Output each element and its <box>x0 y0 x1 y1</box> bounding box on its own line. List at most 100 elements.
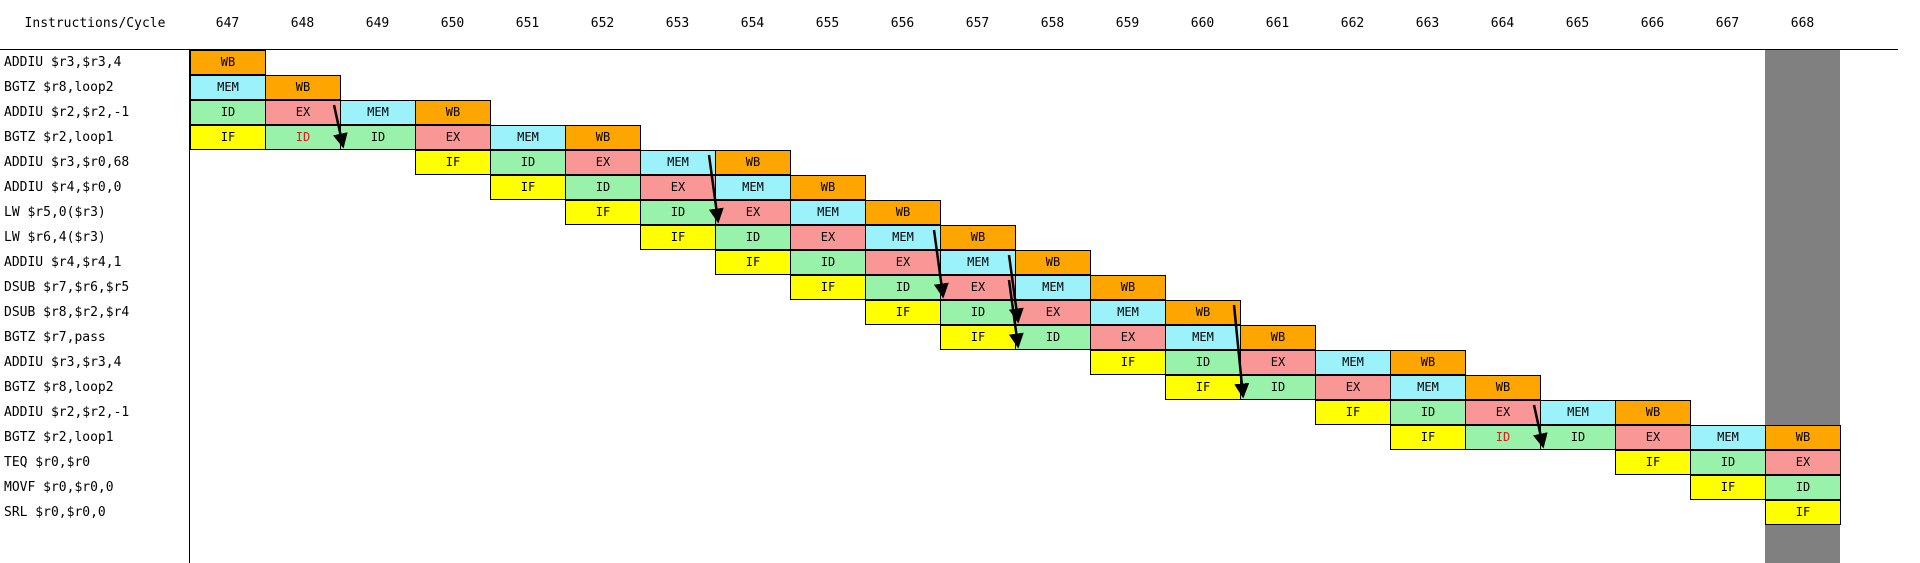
stage-cell-id: ID <box>1390 400 1466 425</box>
cycle-header: 656 <box>890 16 915 31</box>
stage-cell-if: IF <box>1315 400 1391 425</box>
stage-cell-if: IF <box>715 250 791 275</box>
stage-cell-mem: MEM <box>340 100 416 125</box>
cycle-header: 658 <box>1040 16 1065 31</box>
stage-cell-ex: EX <box>940 275 1016 300</box>
instruction-label: BGTZ $r7,pass <box>4 330 106 345</box>
stage-cell-ex: EX <box>1615 425 1691 450</box>
stage-cell-id: ID <box>565 175 641 200</box>
stage-cell-if: IF <box>940 325 1016 350</box>
stage-cell-mem: MEM <box>1015 275 1091 300</box>
stage-cell-mem: MEM <box>865 225 941 250</box>
stage-cell-id: ID <box>190 100 266 125</box>
instruction-label: ADDIU $r3,$r0,68 <box>4 155 130 170</box>
instruction-label: DSUB $r8,$r2,$r4 <box>4 305 130 320</box>
stage-cell-wb: WB <box>565 125 641 150</box>
instruction-column-divider <box>189 49 190 563</box>
instruction-label: ADDIU $r4,$r4,1 <box>4 255 122 270</box>
cycle-header: 662 <box>1340 16 1365 31</box>
stage-cell-ex: EX <box>1315 375 1391 400</box>
instruction-label: BGTZ $r2,loop1 <box>4 430 114 445</box>
stage-cell-if: IF <box>640 225 716 250</box>
stage-cell-wb: WB <box>265 75 341 100</box>
stage-cell-id: ID <box>1240 375 1316 400</box>
stage-cell-mem: MEM <box>940 250 1016 275</box>
stage-cell-mem: MEM <box>190 75 266 100</box>
stage-cell-mem: MEM <box>715 175 791 200</box>
stage-cell-id: ID <box>940 300 1016 325</box>
forwarding-arrow <box>1007 254 1024 324</box>
forwarding-arrow <box>932 229 949 299</box>
stage-cell-if: IF <box>790 275 866 300</box>
forwarding-arrow <box>707 154 724 224</box>
stage-cell-ex: EX <box>415 125 491 150</box>
stage-cell-if: IF <box>1615 450 1691 475</box>
stage-cell-if: IF <box>415 150 491 175</box>
corner-label: Instructions/Cycle <box>24 16 166 31</box>
cycle-header: 657 <box>965 16 990 31</box>
stage-cell-ex: EX <box>865 250 941 275</box>
stage-cell-if: IF <box>1765 500 1841 525</box>
cycle-header: 660 <box>1190 16 1215 31</box>
stage-cell-mem: MEM <box>1690 425 1766 450</box>
stage-cell-wb: WB <box>715 150 791 175</box>
stage-cell-ex: EX <box>1240 350 1316 375</box>
instruction-label: BGTZ $r8,loop2 <box>4 380 114 395</box>
instruction-label: LW $r6,4($r3) <box>4 230 106 245</box>
stage-cell-if: IF <box>490 175 566 200</box>
stage-cell-if: IF <box>1390 425 1466 450</box>
stage-cell-mem: MEM <box>1390 375 1466 400</box>
stage-cell-wb: WB <box>1015 250 1091 275</box>
instruction-label: ADDIU $r2,$r2,-1 <box>4 405 130 420</box>
cycle-header: 666 <box>1640 16 1665 31</box>
stage-cell-wb: WB <box>1765 425 1841 450</box>
stage-cell-mem: MEM <box>1315 350 1391 375</box>
stage-cell-if: IF <box>1690 475 1766 500</box>
stage-cell-ex: EX <box>1765 450 1841 475</box>
stage-cell-id: ID <box>715 225 791 250</box>
stage-cell-wb: WB <box>190 50 266 75</box>
instruction-label: ADDIU $r3,$r3,4 <box>4 55 122 70</box>
instruction-label: BGTZ $r8,loop2 <box>4 80 114 95</box>
forwarding-arrow <box>1532 404 1548 449</box>
stage-cell-id: ID <box>265 125 341 150</box>
cycle-header: 652 <box>590 16 615 31</box>
stage-cell-wb: WB <box>865 200 941 225</box>
stage-cell-id: ID <box>1015 325 1091 350</box>
cycle-header: 647 <box>215 16 240 31</box>
stage-cell-if: IF <box>865 300 941 325</box>
cycle-header: 651 <box>515 16 540 31</box>
stage-cell-mem: MEM <box>1090 300 1166 325</box>
stage-cell-id: ID <box>1765 475 1841 500</box>
header-divider <box>0 49 1898 50</box>
stage-cell-wb: WB <box>940 225 1016 250</box>
stage-cell-wb: WB <box>1390 350 1466 375</box>
stage-cell-if: IF <box>190 125 266 150</box>
stage-cell-ex: EX <box>790 225 866 250</box>
stage-cell-id: ID <box>640 200 716 225</box>
stage-cell-wb: WB <box>1240 325 1316 350</box>
stage-cell-wb: WB <box>790 175 866 200</box>
cycle-header: 661 <box>1265 16 1290 31</box>
cycle-header: 649 <box>365 16 390 31</box>
cycle-header: 664 <box>1490 16 1515 31</box>
stage-cell-id: ID <box>1165 350 1241 375</box>
cycle-header: 668 <box>1790 16 1815 31</box>
stage-cell-id: ID <box>1690 450 1766 475</box>
stage-cell-ex: EX <box>565 150 641 175</box>
stage-cell-if: IF <box>1090 350 1166 375</box>
stage-cell-id: ID <box>340 125 416 150</box>
cycle-header: 653 <box>665 16 690 31</box>
instruction-label: LW $r5,0($r3) <box>4 205 106 220</box>
stage-cell-id: ID <box>1465 425 1541 450</box>
cycle-header: 665 <box>1565 16 1590 31</box>
cycle-header: 667 <box>1715 16 1740 31</box>
forwarding-arrow <box>1232 304 1250 399</box>
forwarding-arrow <box>332 104 348 149</box>
cycle-header: 650 <box>440 16 465 31</box>
cycle-header: 659 <box>1115 16 1140 31</box>
stage-cell-ex: EX <box>1015 300 1091 325</box>
stage-cell-mem: MEM <box>490 125 566 150</box>
instruction-label: MOVF $r0,$r0,0 <box>4 480 114 495</box>
